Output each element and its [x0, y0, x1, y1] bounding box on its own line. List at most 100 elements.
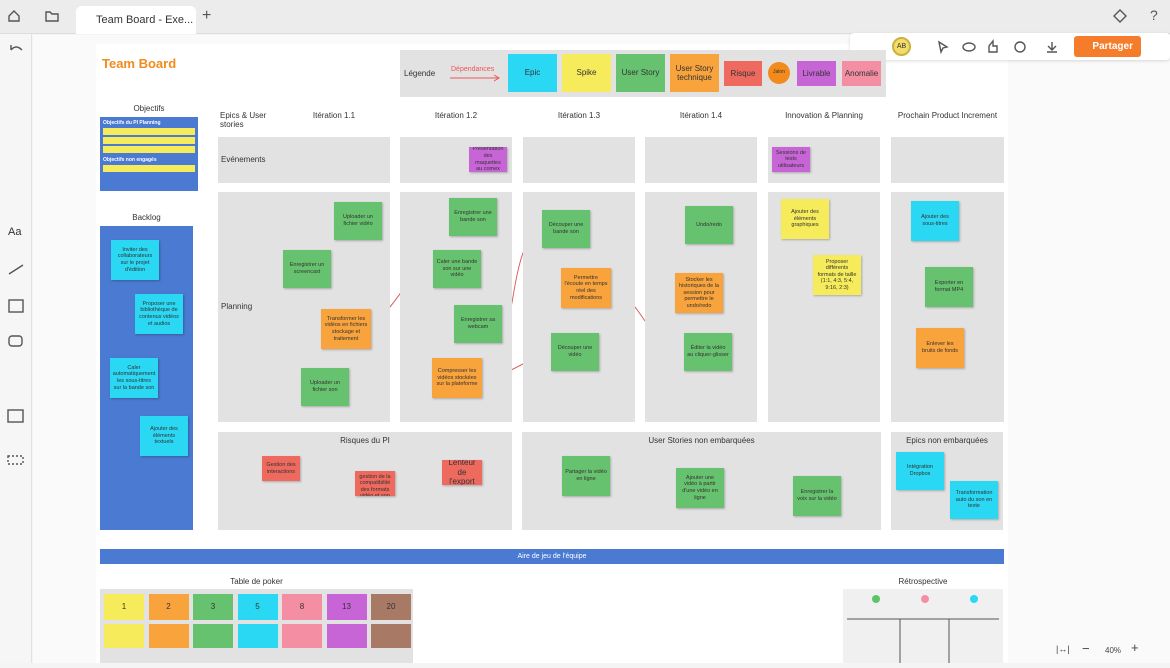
poker-card: 3	[193, 594, 233, 620]
sticky-note: Proposer différents formats de taille (1…	[813, 255, 861, 295]
comment-tool[interactable]	[6, 334, 26, 350]
column-header: Itération 1.3	[557, 111, 601, 120]
sticky-note: Caler automatiquement les sous-titres su…	[110, 358, 158, 398]
toolbar-icons	[937, 39, 1057, 55]
template-tool[interactable]	[6, 298, 26, 314]
tab[interactable]: Team Board - Exe...	[76, 6, 196, 34]
home-icon[interactable]	[6, 8, 22, 24]
poker-card: 20	[371, 594, 411, 620]
poker-card: 5	[237, 594, 278, 620]
zone-title: Epics non embarquées	[906, 436, 988, 445]
avatar[interactable]: AB	[892, 37, 911, 56]
event-cell	[645, 137, 757, 183]
column-header: Prochain Product Increment	[897, 111, 998, 120]
sticky-note: Inviter des collaborateurs sur le projet…	[111, 240, 159, 280]
poker-title: Table de poker	[230, 577, 283, 586]
image-tool[interactable]	[6, 408, 26, 424]
sticky-note: Transformer les vidéos en fichiers stock…	[321, 309, 371, 349]
legend-item: User Story technique	[670, 54, 719, 92]
legend-item: Epic	[508, 54, 557, 92]
poker-card-detail	[237, 624, 278, 648]
sticky-note: Intégration Dropbox	[896, 452, 944, 490]
sticky-note: Undo/redo	[685, 206, 733, 244]
sticky-note: Découper une vidéo	[551, 333, 599, 371]
fit-icon[interactable]: |↔|	[1056, 644, 1070, 654]
sticky-note: Ajouter des sous-titres	[911, 201, 959, 241]
line-tool[interactable]	[6, 262, 26, 276]
sticky-note: Permettre l'écoute en temps réel des mod…	[561, 268, 611, 308]
sticky-note: Enregistrer sa webcam	[454, 305, 502, 343]
sticky-note: Stocker les historiques de la session po…	[675, 273, 723, 313]
sticky-note: Ajouter une vidéo à partir d'une vidéo e…	[676, 468, 724, 508]
backlog-title: Backlog	[132, 213, 161, 222]
zoom-in[interactable]: +	[1131, 640, 1139, 655]
zone-title: User Stories non embarquées	[648, 436, 755, 445]
top-bar: Team Board - Exe... + ?	[0, 0, 1170, 34]
event-cell	[523, 137, 635, 183]
legend-item: Spike	[562, 54, 611, 92]
poker-card: 8	[282, 594, 322, 620]
poker-card-detail	[326, 624, 367, 648]
banner: Aire de jeu de l'équipe	[100, 549, 1004, 564]
retro	[843, 589, 1003, 663]
zone-title: Risques du PI	[340, 436, 390, 445]
sticky-note: Transformation auto du son en texte	[950, 481, 998, 519]
dependencies-label: Dépendances	[451, 66, 495, 73]
poker-card: 2	[148, 594, 189, 620]
event-cell	[278, 137, 390, 183]
poker-card-detail	[282, 624, 322, 648]
poker-card: 13	[326, 594, 367, 620]
sticky-note: Ajouter des éléments textuels	[140, 416, 188, 456]
objectives: Objectifs du PI Planning Objectifs non e…	[100, 117, 198, 191]
frame-tool[interactable]	[6, 454, 26, 466]
sticky-note: Mauvaise gestion de la compatibilité des…	[355, 471, 395, 496]
poker-table: 1 2 3 5 8 13 20	[100, 589, 413, 663]
sticky-note: Présentation des maquettes au comex	[469, 147, 507, 172]
sticky-note: Éditer la vidéo au cliquer-glisser	[684, 333, 732, 371]
zoom-out[interactable]: −	[1082, 641, 1090, 656]
legend-item: Livrable	[797, 61, 836, 86]
retro-title: Rétrospective	[898, 577, 948, 586]
column-header: Innovation & Planning	[785, 111, 863, 120]
sticky-note: Lenteur de l'export	[442, 460, 482, 485]
text-tool[interactable]: Aa	[8, 226, 22, 238]
legend-item: Risque	[724, 61, 762, 86]
left-toolbar: Aa	[0, 34, 32, 663]
sticky-note: Enregistrer la voix sur la vidéo	[793, 476, 841, 516]
column-header: Itération 1.1	[312, 111, 356, 120]
poker-card-detail	[148, 624, 189, 648]
row-label-cell	[218, 192, 278, 422]
dependency-arrow	[450, 74, 500, 82]
legend-item: Anomalie	[842, 61, 881, 86]
share-button[interactable]: Partager	[1074, 36, 1141, 57]
sticky-note: Exporter en format MP4	[925, 267, 973, 307]
sticky-note: Sessions de tests utilisateurs	[772, 147, 810, 172]
folder-icon[interactable]	[44, 9, 60, 23]
event-cell	[891, 137, 1004, 183]
poker-card-detail	[371, 624, 411, 648]
sticky-note: Caler une bande son sur une vidéo	[433, 250, 481, 288]
board-title: Team Board	[102, 56, 177, 71]
sticky-note: Uploader un fichier vidéo	[334, 202, 382, 240]
diamond-icon[interactable]	[1112, 8, 1128, 24]
sticky-note: Uploader un fichier son	[301, 368, 349, 406]
sticky-note: Gestion des interactions	[262, 456, 300, 481]
new-tab[interactable]: +	[202, 7, 212, 24]
column-header: Itération 1.4	[679, 111, 723, 120]
legend-item: Jalon	[768, 62, 790, 84]
retro-grid	[847, 595, 999, 663]
sticky-note: Compresser les vidéos stockées sur la pl…	[432, 358, 482, 398]
column-header: Itération 1.2	[434, 111, 478, 120]
undo-icon[interactable]	[6, 42, 26, 58]
row-label-cell	[218, 137, 278, 183]
help[interactable]: ?	[1150, 7, 1158, 23]
column-header: Epics & User stories	[220, 111, 267, 129]
poker-card: 1	[104, 594, 144, 620]
sticky-note: Enlever les bruits de fonds	[916, 328, 964, 368]
row-label: Evénements	[221, 155, 266, 164]
sticky-note: Enregistrer une bande son	[449, 198, 497, 236]
sticky-note: Proposer une bibliothèque de contenus vi…	[135, 294, 183, 334]
legend: Légende Dépendances Epic Spike User Story U…	[400, 50, 886, 97]
right-toolbar: AB Partager	[850, 33, 1170, 60]
